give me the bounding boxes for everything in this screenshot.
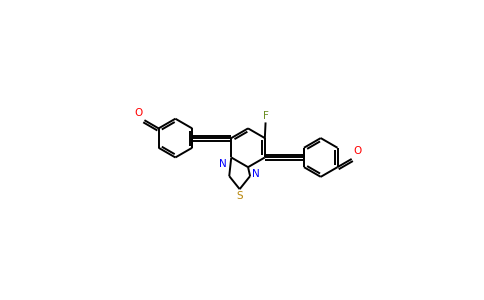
Text: O: O xyxy=(353,146,362,156)
Text: S: S xyxy=(236,191,243,201)
Text: F: F xyxy=(263,111,269,121)
Text: O: O xyxy=(135,108,143,118)
Text: N: N xyxy=(252,169,260,179)
Text: N: N xyxy=(219,159,227,169)
